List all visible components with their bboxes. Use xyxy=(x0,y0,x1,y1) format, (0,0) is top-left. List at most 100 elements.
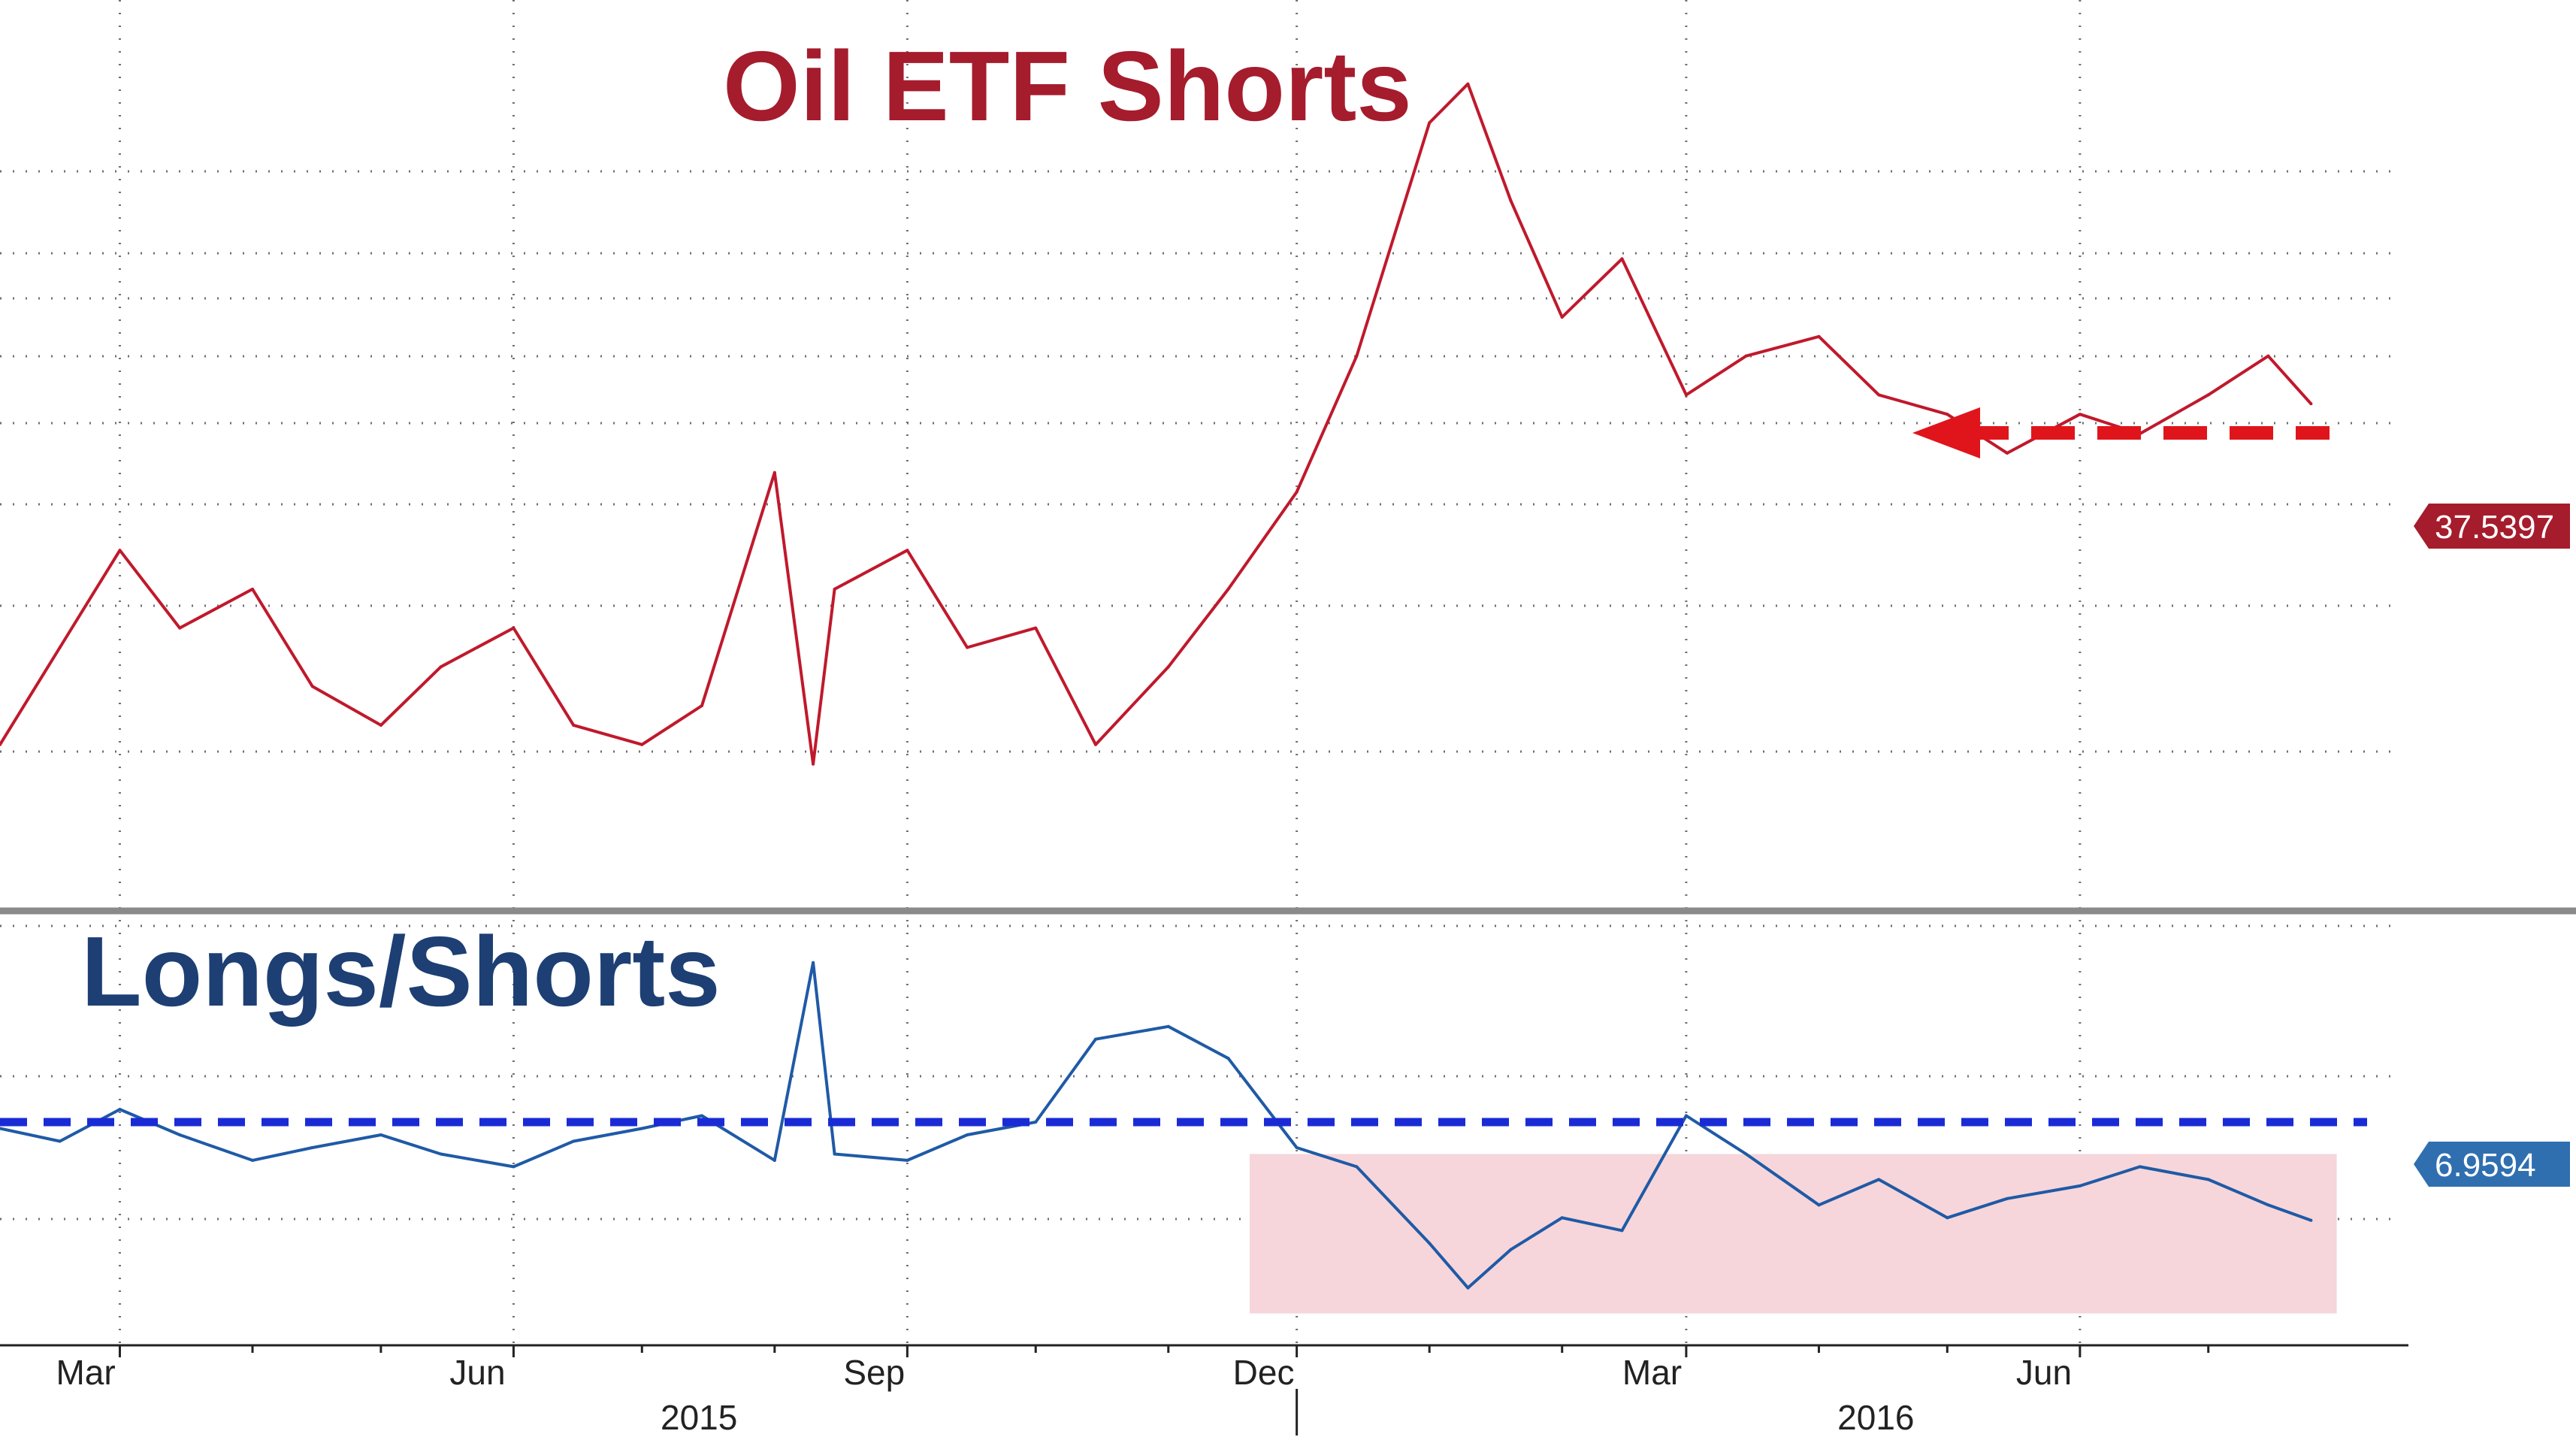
oil-etf-shorts-point xyxy=(118,549,122,552)
oil-etf-shorts-point xyxy=(2078,413,2082,416)
oil-etf-shorts-point xyxy=(640,743,644,746)
oil-etf-last-value-tag-shape xyxy=(2414,504,2570,549)
oil-etf-shorts-point xyxy=(906,549,909,552)
longs-shorts-point xyxy=(0,1127,2,1130)
longs-shorts-point xyxy=(1226,1057,1230,1060)
oil-etf-shorts-point xyxy=(0,743,2,746)
oil-etf-shorts-point xyxy=(512,626,516,630)
oil-etf-shorts-point xyxy=(1684,393,1688,397)
oil-etf-shorts-point xyxy=(572,723,576,727)
oil-etf-shorts-point xyxy=(1428,121,1432,125)
oil-etf-shorts-point xyxy=(812,762,815,766)
longs-shorts-point xyxy=(966,1133,969,1136)
oil-etf-shorts-point xyxy=(1620,257,1624,261)
oil-etf-shorts-point xyxy=(1877,393,1881,397)
longs-shorts-point xyxy=(572,1139,576,1143)
longs-shorts-point xyxy=(58,1139,62,1143)
longs-shorts-point xyxy=(118,1108,122,1112)
longs-shorts-point xyxy=(1295,1145,1299,1149)
red-arrow-head xyxy=(1912,407,1980,458)
longs-shorts-point xyxy=(640,1127,644,1130)
top-panel-title: Oil ETF Shorts xyxy=(723,31,1412,141)
longs-shorts-point xyxy=(1093,1037,1097,1041)
highlight-layer xyxy=(1249,1154,2337,1314)
oil-etf-shorts-point xyxy=(772,470,776,474)
oil-etf-shorts-point xyxy=(1226,587,1230,591)
longs-shorts-point xyxy=(2266,1203,2270,1207)
longs-shorts-last-value-tag-shape xyxy=(2414,1142,2570,1187)
bottom-panel-title: Longs/Shorts xyxy=(81,916,721,1027)
x-year-label: 2016 xyxy=(1837,1398,1914,1437)
longs-shorts-point xyxy=(1034,1121,1038,1124)
oil-etf-last-value-tag: 37.5397 xyxy=(2414,504,2570,549)
longs-shorts-last-value-tag-text: 6.9594 xyxy=(2435,1147,2536,1184)
oil-etf-shorts-point xyxy=(1817,334,1821,338)
x-tick-label: Jun xyxy=(2016,1353,2072,1392)
x-tick-label: Mar xyxy=(1622,1353,1682,1392)
longs-shorts-point xyxy=(2006,1196,2009,1200)
oil-etf-shorts-point xyxy=(1166,665,1170,669)
oil-etf-shorts-point xyxy=(1560,315,1564,319)
x-tick-label: Dec xyxy=(1233,1353,1295,1392)
oil-etf-shorts-point xyxy=(1509,198,1513,202)
longs-shorts-point xyxy=(1466,1286,1470,1290)
longs-shorts-point xyxy=(833,1152,836,1156)
x-tick-label: Jun xyxy=(449,1353,505,1392)
longs-shorts-point xyxy=(2078,1184,2082,1187)
longs-shorts-point xyxy=(310,1145,314,1149)
oil-etf-shorts-point xyxy=(700,704,704,708)
longs-shorts-point xyxy=(1166,1024,1170,1028)
longs-shorts-point xyxy=(1684,1114,1688,1118)
oil-etf-shorts-point xyxy=(1034,626,1038,630)
oil-etf-shorts-point xyxy=(251,587,255,591)
oil-etf-shorts-point xyxy=(833,587,836,591)
oil-etf-shorts-point xyxy=(966,646,969,649)
longs-shorts-point xyxy=(1817,1203,1821,1207)
longs-shorts-point xyxy=(1428,1242,1432,1245)
oil-etf-shorts-point xyxy=(1744,354,1748,358)
longs-shorts-point xyxy=(772,1158,776,1162)
oil-etf-shorts-point xyxy=(379,723,382,727)
longs-shorts-point xyxy=(2206,1178,2210,1181)
oil-etf-shorts-point xyxy=(439,665,443,669)
highlight-range xyxy=(1249,1154,2337,1314)
longs-shorts-point xyxy=(178,1133,182,1136)
x-tick-label: Mar xyxy=(56,1353,115,1392)
oil-etf-shorts-point xyxy=(58,646,62,649)
oil-etf-shorts-point xyxy=(1946,413,1949,416)
longs-shorts-point xyxy=(812,960,815,964)
oil-etf-shorts-point xyxy=(1295,490,1299,494)
longs-shorts-point xyxy=(700,1114,704,1118)
longs-shorts-point xyxy=(439,1152,443,1156)
oil-etf-shorts-point xyxy=(2206,393,2210,397)
oil-etf-shorts-point xyxy=(1093,743,1097,746)
longs-shorts-point xyxy=(906,1158,909,1162)
annotation-layer xyxy=(0,407,2367,1127)
longs-shorts-point xyxy=(2309,1218,2313,1222)
x-tick-label: Sep xyxy=(843,1353,905,1392)
x-axis: Mar Jun Sep Dec Mar Jun 2015 2016 xyxy=(0,1344,2408,1437)
oil-etf-shorts-point xyxy=(2266,354,2270,358)
longs-shorts-point xyxy=(379,1133,382,1136)
longs-shorts-point xyxy=(512,1165,516,1169)
longs-shorts-point xyxy=(1509,1248,1513,1251)
longs-shorts-point xyxy=(1355,1165,1359,1169)
oil-etf-shorts-point xyxy=(178,626,182,630)
x-year-label: 2015 xyxy=(661,1398,737,1437)
oil-etf-shorts-point xyxy=(2006,451,2009,455)
oil-etf-last-value-tag-text: 37.5397 xyxy=(2435,509,2554,546)
longs-shorts-point xyxy=(1560,1216,1564,1220)
longs-shorts-point xyxy=(2138,1165,2142,1169)
oil-etf-shorts-point xyxy=(1466,82,1470,86)
oil-etf-shorts-point xyxy=(310,685,314,688)
longs-shorts-point xyxy=(1946,1216,1949,1220)
last-value-tags: 37.5397 6.9594 xyxy=(2414,504,2570,1187)
oil-etf-shorts-point xyxy=(1355,354,1359,358)
longs-shorts-point xyxy=(251,1158,255,1162)
oil-etf-shorts-point xyxy=(2309,402,2313,406)
longs-shorts-point xyxy=(1620,1229,1624,1233)
longs-shorts-point xyxy=(1877,1178,1881,1181)
longs-shorts-last-value-tag: 6.9594 xyxy=(2414,1142,2570,1187)
series-layer xyxy=(0,82,2313,1290)
